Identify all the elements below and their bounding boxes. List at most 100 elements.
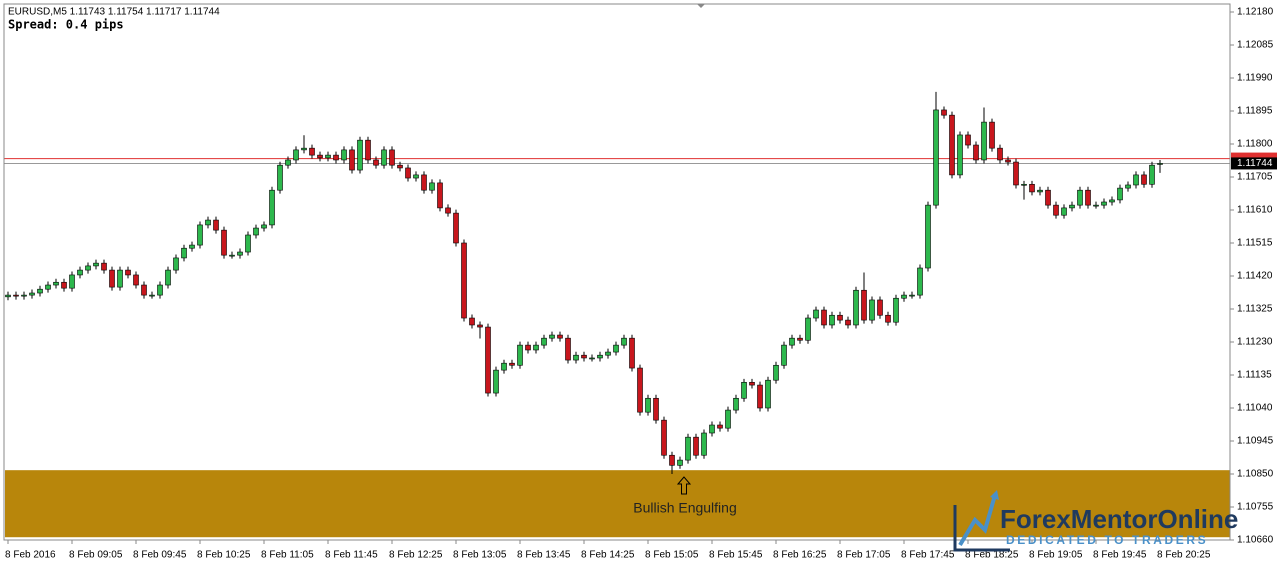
- logo: ForexMentorOnline DEDICATED TO TRADERS: [953, 490, 1238, 552]
- candle-body: [429, 182, 435, 191]
- candle-body: [829, 314, 835, 326]
- candle-body: [965, 134, 971, 146]
- candle-body: [805, 317, 811, 341]
- candle-body: [501, 362, 507, 371]
- candle-body: [109, 269, 115, 288]
- candle-body: [813, 309, 819, 319]
- candle-body: [589, 357, 595, 360]
- candle-body: [341, 149, 347, 161]
- candle-body: [1053, 204, 1059, 216]
- spread: Spread: 0.4 pips: [8, 18, 124, 32]
- candle-body: [125, 269, 131, 276]
- candle-body: [973, 144, 979, 161]
- logo-icon: [958, 494, 997, 547]
- x-tick-label: 8 Feb 17:05: [837, 550, 891, 561]
- x-tick-label: 8 Feb 15:05: [645, 550, 699, 561]
- candle-body: [1045, 189, 1051, 206]
- candle-body: [637, 367, 643, 413]
- candle-body: [397, 164, 403, 169]
- candle-body: [245, 234, 251, 253]
- candle-body: [693, 436, 699, 456]
- y-tick-label: 1.12180: [1237, 7, 1274, 18]
- y-tick-label: 1.11230: [1237, 337, 1273, 348]
- candle-body: [645, 397, 651, 413]
- y-tick-label: 1.10660: [1237, 535, 1274, 546]
- candle-body: [901, 294, 907, 299]
- candle-body: [765, 379, 771, 409]
- candle-body: [1125, 184, 1131, 189]
- x-tick-label: 8 Feb 14:25: [581, 550, 635, 561]
- candle-body: [1013, 161, 1019, 186]
- candle-body: [957, 134, 963, 176]
- bid-label: 1.11744: [1237, 158, 1273, 169]
- candle-body: [101, 262, 107, 271]
- candle-body: [853, 289, 859, 326]
- logo-icon: [990, 490, 999, 500]
- y-tick-label: 1.11705: [1237, 172, 1273, 183]
- y-tick-label: 1.11515: [1237, 238, 1273, 249]
- candle-body: [117, 269, 123, 288]
- y-tick-label: 1.11325: [1237, 304, 1273, 315]
- candle-body: [213, 219, 219, 231]
- y-tick-label: 1.11040: [1237, 403, 1273, 414]
- candle-body: [437, 182, 443, 209]
- candle-body: [877, 299, 883, 316]
- candle-body: [757, 384, 763, 409]
- x-tick-label: 8 Feb 2016: [5, 550, 56, 561]
- candle-body: [525, 344, 531, 351]
- candle-body: [45, 284, 51, 290]
- candle-body: [549, 334, 555, 339]
- shift-marker: [697, 4, 705, 8]
- candle-body: [949, 114, 955, 176]
- plot-border: [3, 3, 1231, 541]
- candle-body: [37, 288, 43, 294]
- candle-body: [189, 244, 195, 249]
- candle-body: [701, 432, 707, 456]
- candle-body: [421, 174, 427, 191]
- candle-body: [253, 227, 259, 236]
- candle-body: [53, 281, 59, 286]
- y-tick-label: 1.11135: [1237, 370, 1272, 381]
- candle-body: [221, 229, 227, 256]
- candle-body: [13, 294, 19, 297]
- candle-body: [157, 284, 163, 296]
- x-tick-label: 8 Feb 11:45: [325, 550, 378, 561]
- candle-body: [893, 297, 899, 323]
- y-tick-label: 1.11610: [1237, 205, 1273, 216]
- x-tick-label: 8 Feb 17:45: [901, 550, 955, 561]
- candle-body: [149, 294, 155, 297]
- y-tick-label: 1.11800: [1237, 139, 1273, 150]
- candle-body: [21, 294, 27, 297]
- candle-body: [565, 337, 571, 361]
- candle-body: [333, 154, 339, 161]
- candle-body: [613, 344, 619, 353]
- candle-body: [1101, 201, 1107, 206]
- candle-body: [885, 314, 891, 323]
- candle-body: [69, 274, 75, 289]
- y-tick-label: 1.10850: [1237, 469, 1274, 480]
- candle-body: [1077, 189, 1083, 206]
- annotation-arrow: [676, 476, 692, 495]
- candle-body: [349, 149, 355, 171]
- chart-title: EURUSD,M5 1.11743 1.11754 1.11717 1.1174…: [8, 7, 220, 18]
- candle-body: [381, 149, 387, 166]
- y-tick-label: 1.10945: [1237, 436, 1274, 447]
- candle-body: [669, 454, 675, 466]
- candle-body: [725, 409, 731, 429]
- zone: [5, 470, 1230, 538]
- candle-body: [261, 224, 267, 229]
- candle-body: [133, 274, 139, 286]
- candle-body: [317, 154, 323, 159]
- candle-body: [29, 292, 35, 296]
- candle-body: [1061, 207, 1067, 216]
- candle-body: [1029, 183, 1035, 193]
- candle-body: [301, 147, 307, 151]
- candle-body: [733, 397, 739, 411]
- x-tick-label: 8 Feb 09:05: [69, 550, 123, 561]
- candle-body: [1005, 159, 1011, 163]
- candle-body: [469, 317, 475, 326]
- candle-body: [309, 147, 315, 156]
- candle-body: [1109, 199, 1115, 203]
- candle-body: [141, 284, 147, 296]
